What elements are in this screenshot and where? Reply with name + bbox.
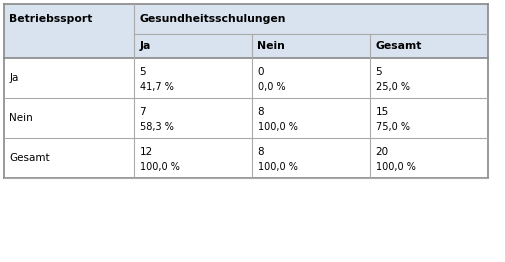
Text: 58,3 %: 58,3 %	[139, 122, 173, 132]
Text: Betriebssport: Betriebssport	[10, 14, 93, 24]
Bar	[4, 58, 487, 178]
Text: Nein: Nein	[10, 113, 33, 123]
Text: 5: 5	[139, 67, 146, 77]
Text: 0: 0	[257, 67, 264, 77]
Text: 0,0 %: 0,0 %	[257, 82, 284, 92]
Text: 20: 20	[375, 147, 388, 157]
Text: 100,0 %: 100,0 %	[139, 162, 179, 172]
Text: 100,0 %: 100,0 %	[375, 162, 415, 172]
Text: 8: 8	[257, 107, 264, 117]
Text: 41,7 %: 41,7 %	[139, 82, 173, 92]
Text: Gesamt: Gesamt	[375, 41, 421, 51]
Text: Ja: Ja	[139, 41, 150, 51]
Text: 7: 7	[139, 107, 146, 117]
Text: Gesundheitsschulungen: Gesundheitsschulungen	[139, 14, 285, 24]
Text: 15: 15	[375, 107, 388, 117]
Text: 5: 5	[375, 67, 381, 77]
Text: Nein: Nein	[257, 41, 285, 51]
Text: 8: 8	[257, 147, 264, 157]
Text: Ja: Ja	[10, 73, 19, 83]
Text: 75,0 %: 75,0 %	[375, 122, 409, 132]
Bar	[4, 4, 487, 58]
Text: 12: 12	[139, 147, 153, 157]
Text: 25,0 %: 25,0 %	[375, 82, 409, 92]
Text: Gesamt: Gesamt	[10, 153, 50, 163]
Text: 100,0 %: 100,0 %	[257, 162, 297, 172]
Text: 100,0 %: 100,0 %	[257, 122, 297, 132]
